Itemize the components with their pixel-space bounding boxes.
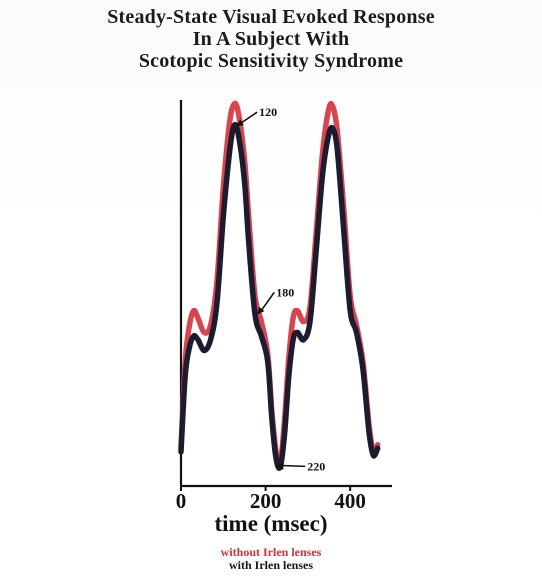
x-tick-label-200: 200 (250, 489, 282, 513)
chart-annotations-layer: 120 180 220 (236, 105, 325, 473)
chart-title-line-1: Steady-State Visual Evoked Response (107, 6, 435, 28)
chart-title-line-2: In A Subject With (192, 28, 350, 50)
annotation-arrowhead-120 (236, 119, 244, 127)
annotation-label-120: 120 (259, 105, 277, 119)
legend-entry-without-lenses: without Irlen lenses (220, 545, 322, 559)
legend: without Irlen lenses with Irlen lenses (0, 546, 542, 572)
annotation-arrowhead-180 (257, 306, 265, 315)
chart-title-line-3: Scotopic Sensitivity Syndrome (138, 50, 404, 72)
annotation-label-180: 180 (276, 285, 294, 299)
x-tick-label-400: 400 (334, 489, 366, 513)
annotation-label-220: 220 (307, 459, 325, 473)
chart-title: Steady-State Visual Evoked Response In A… (0, 6, 542, 72)
chart-ticks-layer: 0 200 400 (176, 486, 366, 513)
annotation-arrowhead-220 (276, 462, 284, 470)
legend-entry-with-lenses: with Irlen lenses (229, 558, 313, 572)
x-tick-label-0: 0 (176, 489, 187, 513)
x-axis-label: time (msec) (214, 511, 328, 536)
